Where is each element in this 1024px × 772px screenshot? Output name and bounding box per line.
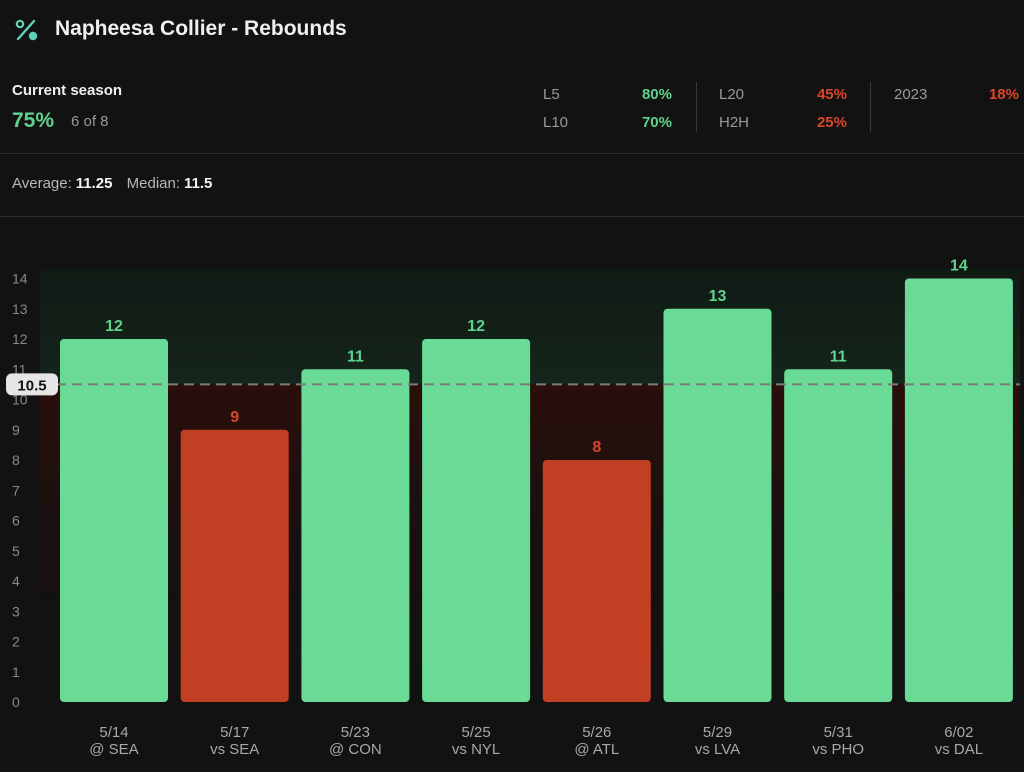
- x-tick-date: 5/25: [461, 724, 490, 741]
- bar: [422, 339, 531, 702]
- y-tick-label: 14: [12, 271, 28, 287]
- stat-label-2023: 2023: [894, 86, 928, 103]
- y-tick-label: 1: [12, 664, 20, 680]
- bar-value-label: 14: [950, 258, 968, 275]
- bar: [904, 278, 1013, 702]
- bar-value-label: 9: [230, 409, 239, 426]
- stat-label-l5: L5: [543, 86, 560, 103]
- section-divider: [0, 153, 1024, 154]
- summary-row: Average: 11.25 Median: 11.5: [12, 175, 222, 192]
- stat-label-l10: L10: [543, 114, 569, 131]
- threshold-badge: [6, 373, 58, 396]
- x-tick-date: 5/23: [341, 724, 370, 741]
- bar-value-label: 11: [830, 348, 847, 365]
- average-label: Average:: [12, 175, 72, 192]
- x-tick-opponent: vs SEA: [210, 741, 259, 758]
- x-tick-opponent: vs PHO: [812, 741, 864, 758]
- bar: [784, 369, 893, 702]
- season-hit-count: 6 of 8: [71, 113, 109, 130]
- season-label: Current season: [12, 82, 123, 99]
- y-tick-label: 5: [12, 543, 20, 559]
- bar: [301, 369, 410, 702]
- section-divider: [0, 216, 1024, 217]
- bar: [180, 429, 289, 702]
- stat-value-l20: 45%: [816, 86, 847, 103]
- threshold-label: 10.5: [17, 377, 46, 394]
- x-tick-opponent: @ ATL: [574, 741, 619, 758]
- average-value: 11.25: [75, 175, 113, 192]
- bar-value-label: 8: [592, 439, 601, 456]
- stat-value-l10: 70%: [641, 114, 672, 131]
- bar: [663, 308, 772, 702]
- x-tick-date: 5/31: [824, 724, 853, 741]
- x-tick-date: 5/17: [220, 724, 249, 741]
- bar-value-label: 11: [347, 348, 364, 365]
- y-tick-label: 13: [12, 301, 28, 317]
- y-tick-label: 9: [12, 422, 20, 438]
- x-tick-date: 5/29: [703, 724, 732, 741]
- x-tick-opponent: vs NYL: [452, 741, 500, 758]
- x-tick-date: 6/02: [944, 724, 973, 741]
- stats-divider: [870, 82, 871, 132]
- stat-value-2023: 18%: [988, 86, 1019, 103]
- x-tick-date: 5/26: [582, 724, 611, 741]
- x-tick-opponent: vs LVA: [695, 741, 740, 758]
- x-tick-opponent: @ SEA: [89, 741, 138, 758]
- y-tick-label: 2: [12, 634, 20, 650]
- stat-value-h2h: 25%: [816, 114, 847, 131]
- header: Napheesa Collier - Rebounds: [0, 0, 1024, 62]
- bar: [542, 460, 651, 702]
- season-hit-rate: 75%: [12, 109, 55, 132]
- page-title: Napheesa Collier - Rebounds: [55, 17, 347, 40]
- bar: [60, 339, 168, 702]
- bar-value-label: 13: [709, 288, 727, 305]
- x-tick-date: 5/14: [99, 724, 128, 741]
- stat-label-h2h: H2H: [719, 114, 750, 131]
- y-tick-label: 3: [12, 603, 20, 619]
- x-tick-opponent: @ CON: [329, 741, 382, 758]
- y-tick-label: 4: [12, 573, 20, 589]
- bar-value-label: 12: [467, 318, 485, 335]
- stats-divider: [696, 82, 697, 132]
- y-tick-label: 6: [12, 513, 20, 529]
- median-value: 11.5: [184, 175, 213, 192]
- bar-value-label: 12: [105, 318, 123, 335]
- percent-icon: [15, 19, 38, 41]
- y-tick-label: 11: [12, 361, 27, 377]
- y-tick-label: 8: [12, 452, 20, 468]
- y-tick-label: 0: [12, 694, 20, 710]
- stat-label-l20: L20: [719, 86, 745, 103]
- stat-value-l5: 80%: [641, 86, 672, 103]
- y-tick-label: 12: [12, 331, 28, 347]
- y-tick-label: 7: [12, 482, 20, 498]
- median-label: Median:: [126, 175, 181, 192]
- y-tick-label: 10: [12, 392, 28, 408]
- x-tick-opponent: vs DAL: [935, 741, 983, 758]
